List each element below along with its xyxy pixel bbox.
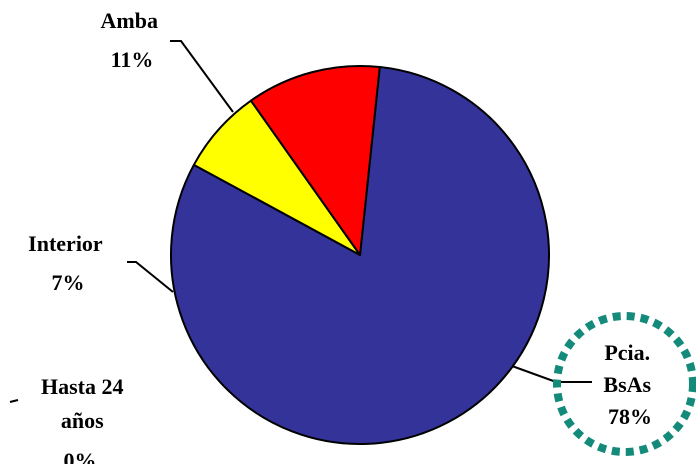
leader-line-pcia-bsas (511, 365, 592, 383)
slice-label-interior: Interior 7% (28, 231, 108, 295)
slice-label-hasta-24-anos-pct: 0% (64, 448, 97, 464)
highlight-circle (553, 312, 696, 456)
slice-label-pcia-bsas-pct: 78% (608, 404, 652, 429)
slice-label-amba: Amba 11% (101, 8, 164, 72)
pie-slice-amba (249, 65, 381, 256)
slice-label-hasta-24-anos: Hasta 24 años 0% (41, 374, 129, 464)
slice-label-pcia-bsas: Pcia. BsAs 78% (603, 340, 656, 429)
slice-label-hasta-24-anos-line2: años (61, 408, 104, 433)
slice-label-amba-line1: Amba (101, 8, 158, 33)
slice-label-interior-pct: 7% (52, 270, 85, 295)
leader-line-amba (170, 40, 234, 113)
leader-line-hasta-24-anos (9, 399, 19, 403)
leader-line-interior (127, 261, 174, 293)
slice-label-interior-line1: Interior (28, 231, 103, 256)
slice-label-pcia-bsas-line2: BsAs (603, 372, 651, 397)
slice-label-pcia-bsas-line1: Pcia. (604, 340, 650, 365)
slice-label-hasta-24-anos-line1: Hasta 24 (41, 374, 124, 399)
pie-slices (170, 65, 550, 445)
slice-label-amba-pct: 11% (111, 47, 154, 72)
